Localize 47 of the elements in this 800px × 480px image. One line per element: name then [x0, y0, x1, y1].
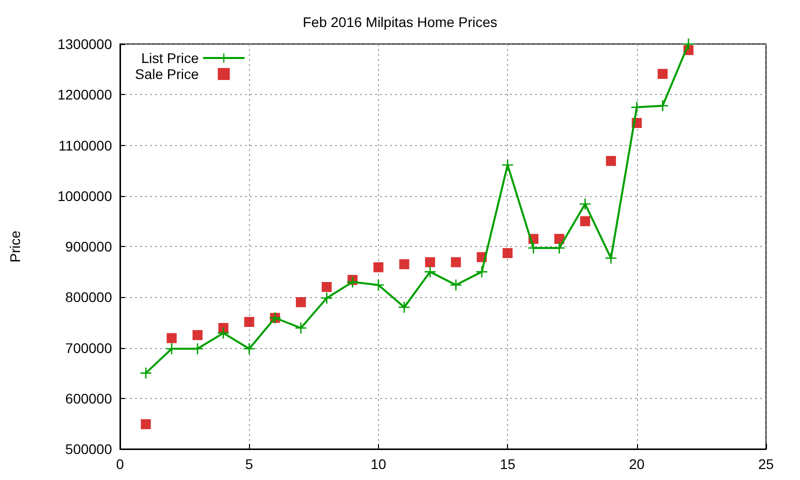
point [244, 343, 255, 354]
y-tick-label: 900000 [65, 238, 112, 254]
x-tick-label: 25 [758, 456, 774, 472]
x-tick-label: 20 [629, 456, 645, 472]
y-tick-label: 700000 [65, 340, 112, 356]
point [631, 102, 642, 113]
point [476, 266, 488, 278]
point [166, 333, 177, 344]
legend-label: List Price [141, 50, 200, 66]
point [321, 292, 332, 304]
y-tick-label: 1100000 [58, 137, 112, 154]
point [606, 156, 616, 166]
point [244, 316, 254, 327]
y-tick-label: 1000000 [57, 188, 112, 204]
x-tick-label: 0 [116, 456, 124, 472]
legend-label: Sale Price [134, 66, 200, 82]
x-tick-label: 5 [245, 456, 254, 472]
point [372, 279, 384, 290]
point [605, 252, 616, 264]
point [296, 297, 306, 308]
point [399, 259, 410, 270]
point [140, 368, 152, 379]
point [398, 302, 410, 313]
point [657, 100, 668, 112]
y-tick-label: 1300000 [57, 36, 112, 52]
chart-title: Feb 2016 Milpitas Home Prices [302, 14, 498, 30]
x-tick-label: 10 [370, 456, 386, 472]
point [502, 248, 513, 258]
x-tick-label: 15 [500, 456, 516, 472]
y-tick-label: 800000 [65, 289, 112, 306]
y-tick-label: 600000 [65, 390, 112, 406]
point [373, 262, 384, 272]
y-tick-label: 500000 [65, 441, 112, 457]
point [295, 322, 306, 334]
point [425, 257, 436, 268]
point [192, 330, 203, 340]
point [450, 257, 461, 268]
point [502, 159, 514, 170]
point [322, 282, 332, 292]
point [658, 68, 668, 79]
point [218, 328, 229, 339]
y-axis-title: Price [7, 230, 23, 262]
y-tick-label: 1200000 [57, 86, 112, 103]
point [140, 419, 151, 430]
point [580, 216, 590, 226]
point [424, 266, 436, 278]
point [580, 198, 591, 210]
